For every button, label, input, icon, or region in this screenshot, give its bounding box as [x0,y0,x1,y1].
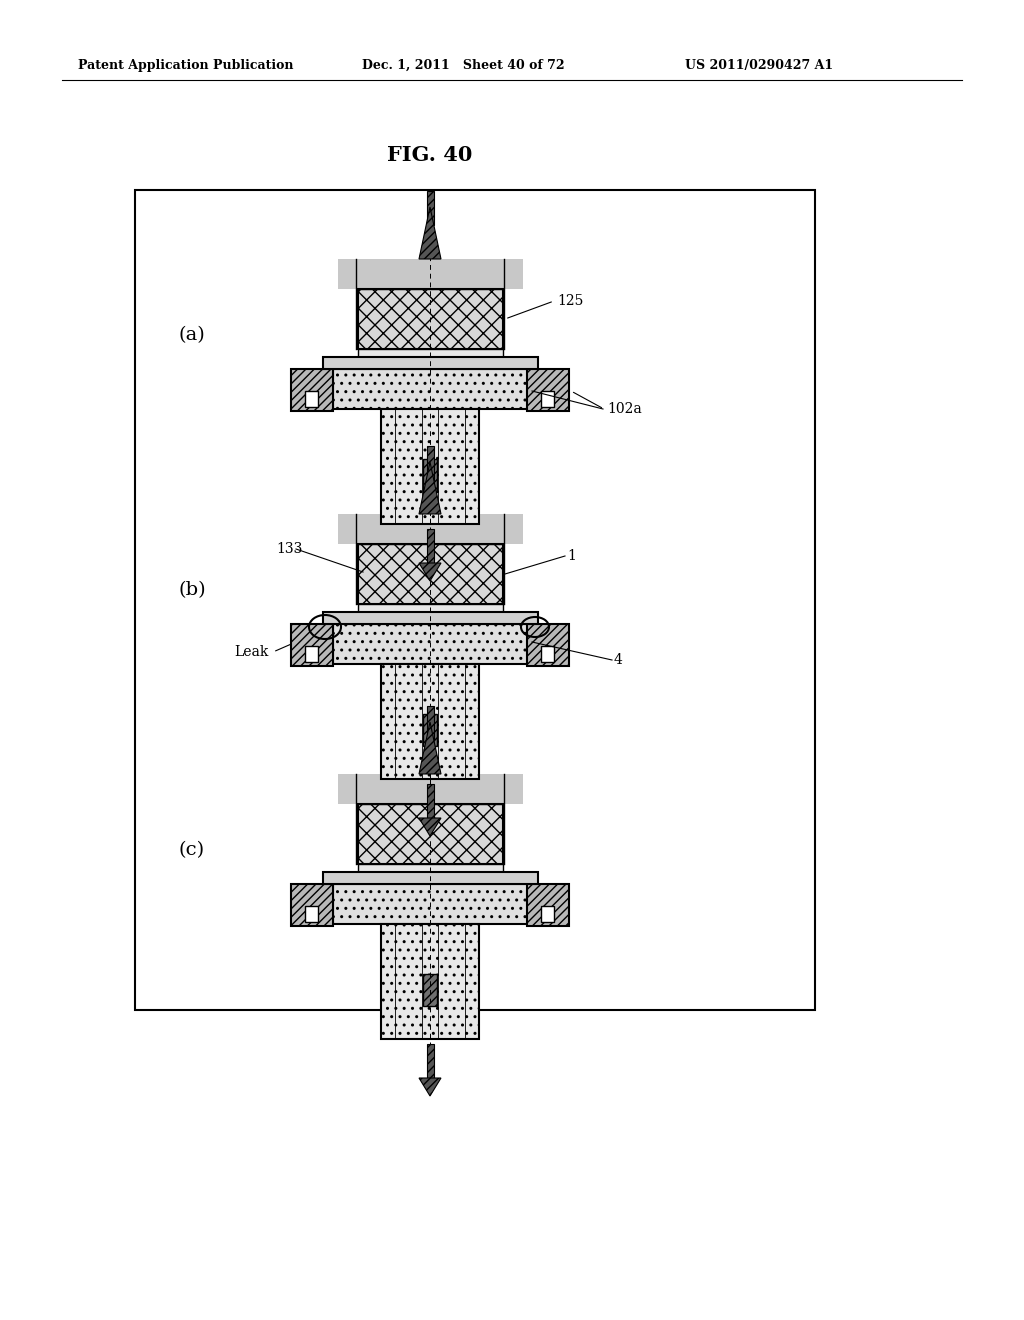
Bar [423,459,437,491]
Bar [291,624,333,667]
Bar [305,906,318,921]
Bar [338,259,523,289]
Bar [333,370,528,409]
Bar [358,804,503,865]
Text: 102a: 102a [607,403,642,416]
Bar [527,884,569,927]
Bar [427,1044,433,1078]
Text: (c): (c) [178,841,204,859]
Bar [423,714,437,746]
Text: 1: 1 [567,549,575,564]
Bar [358,544,503,605]
Text: (b): (b) [178,581,206,599]
Text: 4: 4 [614,653,623,667]
Bar [305,391,318,407]
Polygon shape [419,207,441,259]
Bar [527,624,569,667]
Polygon shape [419,818,441,836]
Bar [338,513,523,544]
Bar [541,645,554,663]
Polygon shape [419,462,441,513]
Bar [423,974,437,1006]
Bar [323,873,538,884]
Bar [541,391,554,407]
Bar [291,884,333,927]
Text: (a): (a) [178,326,205,345]
Text: Patent Application Publication: Patent Application Publication [78,58,294,71]
Bar [338,774,523,804]
Bar [323,612,538,624]
Bar [427,784,433,818]
Text: Dec. 1, 2011   Sheet 40 of 72: Dec. 1, 2011 Sheet 40 of 72 [362,58,564,71]
Polygon shape [419,722,441,774]
Bar [527,370,569,411]
Bar [427,191,433,224]
Bar [427,446,433,480]
Bar [358,605,503,612]
Bar [323,356,538,370]
Bar [358,865,503,873]
Bar [333,624,528,664]
Text: Leak: Leak [234,645,269,659]
Bar [427,529,433,564]
Text: FIG. 40: FIG. 40 [387,145,473,165]
Bar [381,409,479,524]
Bar [541,906,554,921]
Polygon shape [419,564,441,581]
Bar [381,664,479,779]
Text: 125: 125 [557,294,584,308]
Polygon shape [419,1078,441,1096]
Bar [427,706,433,741]
Bar [291,370,333,411]
Bar [381,924,479,1039]
Text: 133: 133 [276,543,302,556]
Bar [305,645,318,663]
Bar [358,348,503,356]
Bar [333,884,528,924]
Text: US 2011/0290427 A1: US 2011/0290427 A1 [685,58,834,71]
Bar [135,190,815,1010]
Bar [358,289,503,348]
